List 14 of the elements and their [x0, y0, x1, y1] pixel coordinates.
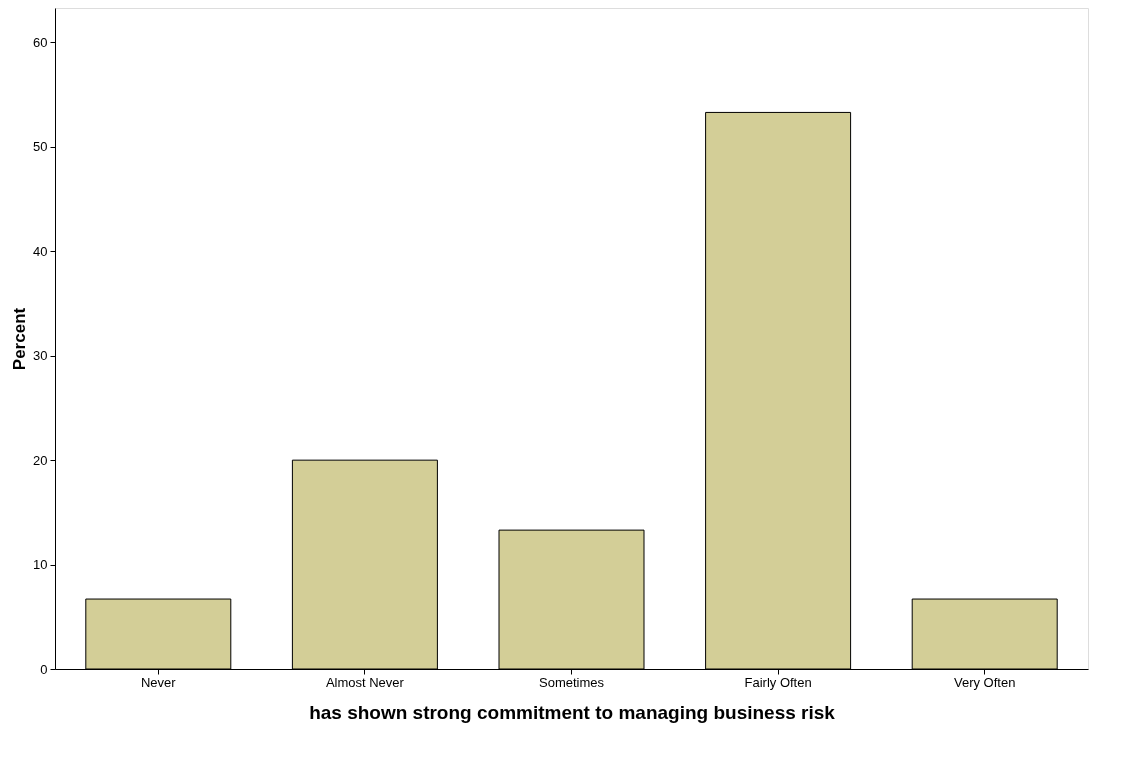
y-tick-label: 30 — [33, 348, 48, 364]
x-tick-label: Never — [140, 674, 177, 690]
x-tick-label: Almost Never — [325, 674, 405, 690]
y-tick-label: 50 — [33, 139, 48, 155]
y-axis-title: Percent — [10, 307, 30, 371]
y-tick-label: 40 — [33, 243, 48, 259]
x-axis-title: has shown strong commitment to managing business risk — [309, 701, 836, 723]
y-tick-label: 10 — [33, 557, 48, 573]
x-tick-label: Sometimes — [538, 674, 605, 690]
x-tick-label: Fairly Often — [744, 674, 812, 690]
y-tick-label: 0 — [40, 661, 48, 677]
y-tick-label: 60 — [33, 34, 48, 50]
x-tick-label: Very Often — [953, 674, 1016, 690]
y-tick-label: 20 — [33, 452, 48, 468]
